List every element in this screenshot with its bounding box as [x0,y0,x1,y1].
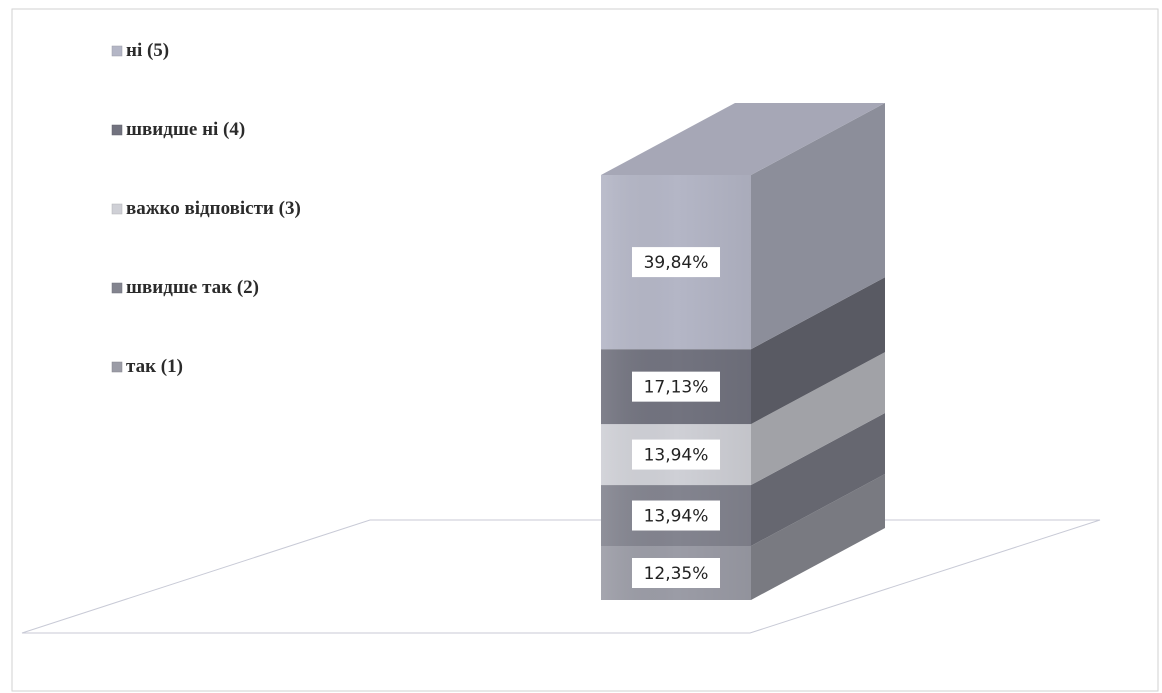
bar-segment-side [751,474,885,600]
data-label-box [632,500,720,531]
stacked-bar [601,103,885,600]
legend: ні (5) швидше ні (4) важко відповісти (3) ш… [111,40,301,377]
legend-label: так (1) [126,356,183,377]
data-label: 13,94% [644,507,709,527]
legend-swatch [111,361,123,373]
legend-swatch [111,203,123,215]
bar-segment-side [751,352,885,486]
data-label-box [632,247,720,278]
data-label: 39,84% [644,253,709,273]
data-label: 13,94% [644,446,709,466]
legend-label: ні (5) [126,40,169,61]
legend-label: важко відповісти (3) [126,198,301,219]
bar-segment-side [751,413,885,547]
data-label-box [632,558,720,589]
legend-label: швидше ні (4) [126,119,245,140]
data-label-box [632,439,720,470]
bar-segment-side [751,103,885,350]
bar-segment-side [751,277,885,425]
bar-segment-top [601,103,885,175]
legend-swatch [111,124,123,136]
data-label-box [632,371,720,402]
legend-label: швидше так (2) [126,277,259,298]
legend-swatch [111,45,123,57]
legend-swatch [111,282,123,294]
data-label: 12,35% [644,564,709,584]
data-labels: 12,35% 13,94% 13,94% 17,13% 39,84% [632,247,720,589]
data-label: 17,13% [644,378,709,398]
